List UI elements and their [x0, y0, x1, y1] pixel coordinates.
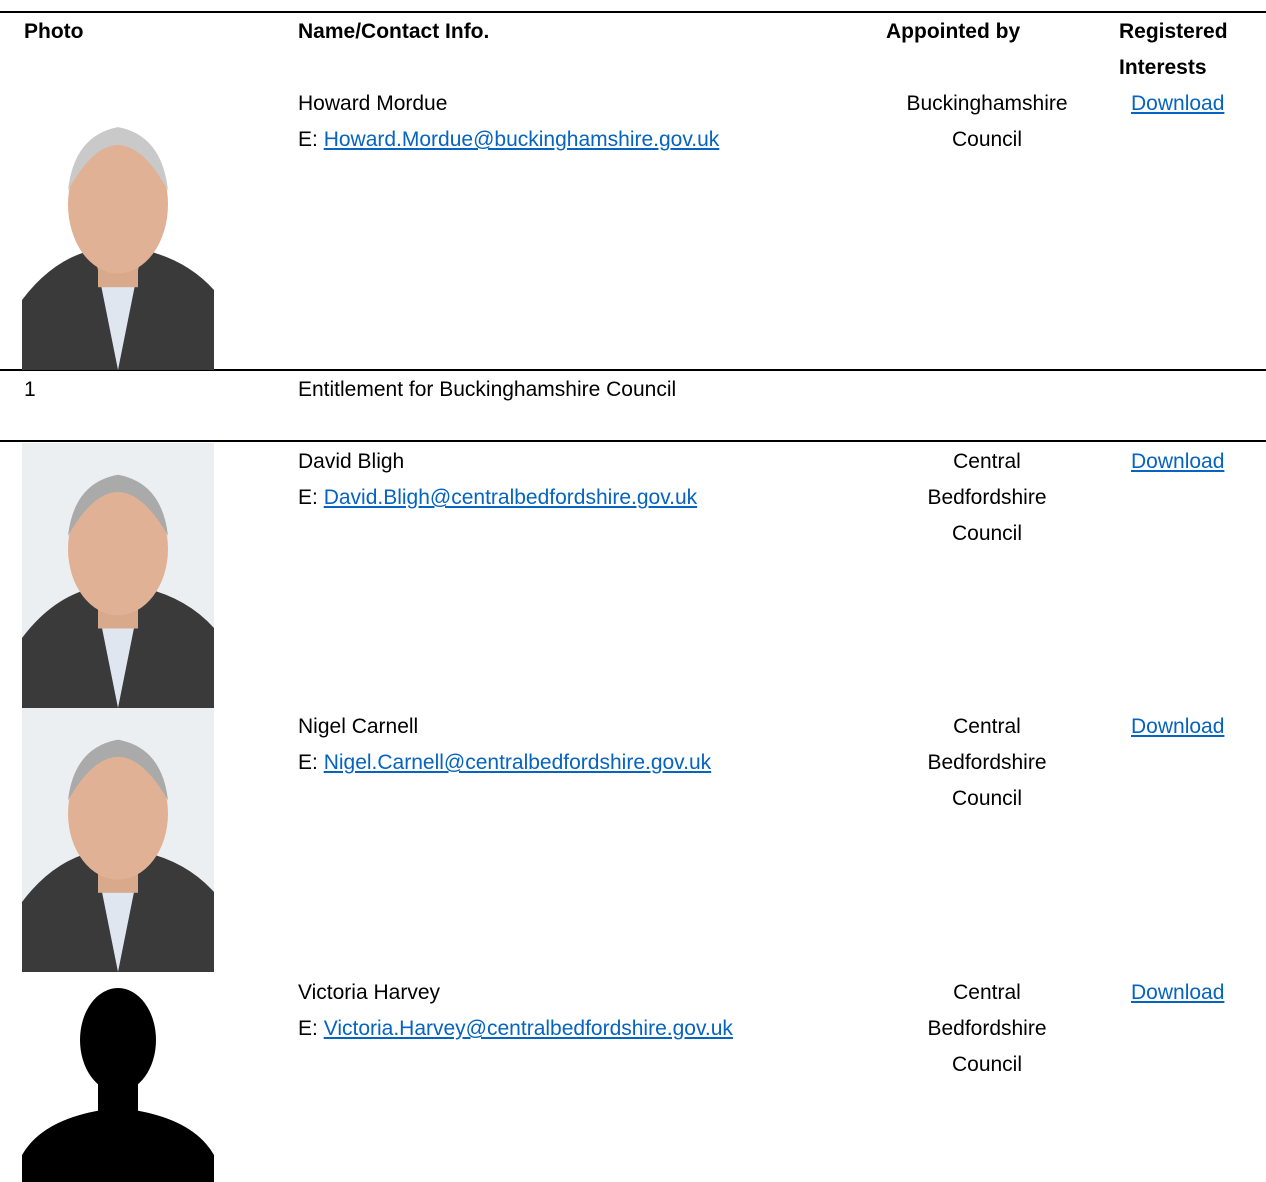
- email-line: E: David.Bligh@centralbedfordshire.gov.u…: [298, 480, 697, 516]
- header-name: Name/Contact Info.: [298, 20, 490, 43]
- member-name: Nigel Carnell: [298, 715, 419, 738]
- email-prefix: E:: [298, 751, 318, 774]
- photo: [22, 708, 214, 972]
- email-link[interactable]: Howard.Mordue@buckinghamshire.gov.uk: [323, 128, 720, 151]
- photo: [22, 980, 214, 1182]
- appointed-by: Central Bedfordshire Council: [927, 450, 1047, 545]
- member-name: David Bligh: [298, 450, 405, 473]
- rule: [0, 440, 1266, 442]
- email-line: E: Nigel.Carnell@centralbedfordshire.gov…: [298, 745, 711, 781]
- email-link[interactable]: David.Bligh@centralbedfordshire.gov.uk: [323, 486, 698, 509]
- email-prefix: E:: [298, 486, 318, 509]
- header-interests: Registered Interests: [1119, 20, 1228, 79]
- download-link[interactable]: Download: [1131, 715, 1225, 738]
- header-appointed: Appointed by: [886, 20, 1021, 43]
- photo: [22, 443, 214, 708]
- rule: [0, 11, 1266, 13]
- entitlement-number: 1: [24, 378, 36, 401]
- download-link[interactable]: Download: [1131, 450, 1225, 473]
- rule: [0, 369, 1266, 371]
- appointed-by: Central Bedfordshire Council: [927, 715, 1047, 810]
- member-name: Victoria Harvey: [298, 981, 440, 1004]
- email-link[interactable]: Nigel.Carnell@centralbedfordshire.gov.uk: [323, 751, 712, 774]
- appointed-by: Central Bedfordshire Council: [927, 981, 1047, 1076]
- email-line: E: Howard.Mordue@buckinghamshire.gov.uk: [298, 122, 719, 158]
- header-photo: Photo: [24, 20, 84, 43]
- download-link[interactable]: Download: [1131, 92, 1225, 115]
- email-prefix: E:: [298, 1017, 318, 1040]
- email-prefix: E:: [298, 128, 318, 151]
- email-line: E: Victoria.Harvey@centralbedfordshire.g…: [298, 1011, 733, 1047]
- email-link[interactable]: Victoria.Harvey@centralbedfordshire.gov.…: [323, 1017, 733, 1040]
- photo: [22, 94, 214, 370]
- download-link[interactable]: Download: [1131, 981, 1225, 1004]
- entitlement-text: Entitlement for Buckinghamshire Council: [298, 378, 677, 401]
- member-name: Howard Mordue: [298, 92, 448, 115]
- appointed-by: Buckinghamshire Council: [906, 92, 1068, 151]
